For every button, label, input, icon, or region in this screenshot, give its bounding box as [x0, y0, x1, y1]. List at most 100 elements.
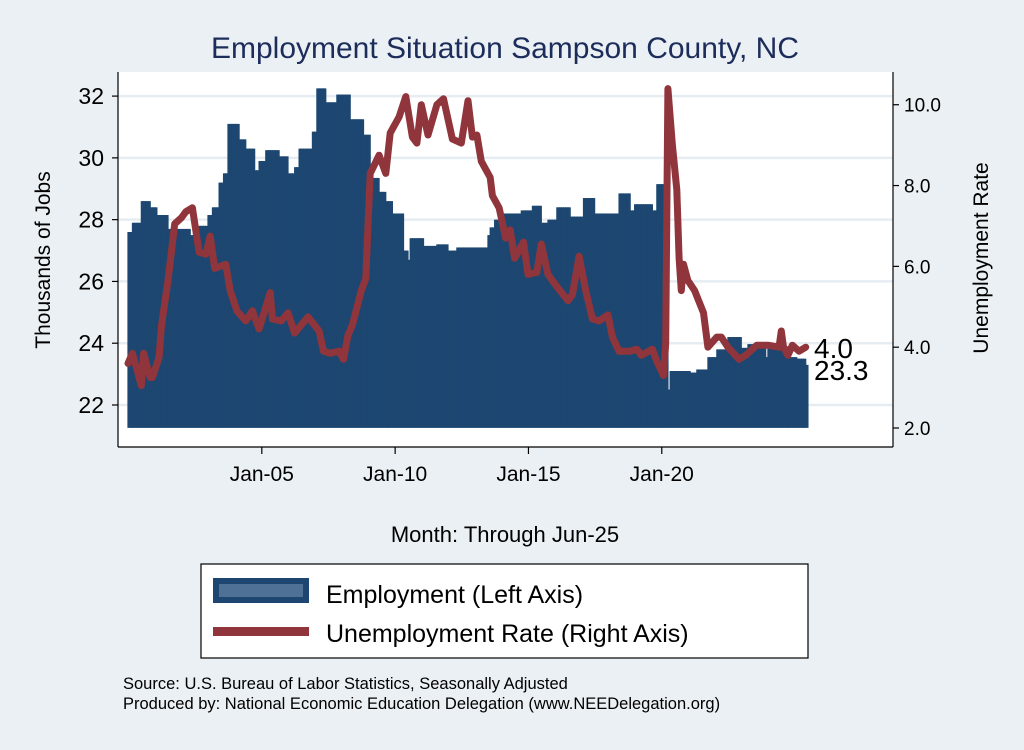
- employment-bar: [129, 232, 134, 428]
- employment-bar: [134, 222, 138, 428]
- employment-bar: [658, 184, 662, 428]
- employment-bar: [796, 358, 800, 428]
- employment-bar: [640, 204, 645, 428]
- employment-bar: [625, 193, 629, 428]
- employment-bar: [618, 193, 622, 428]
- employment-bar: [225, 173, 229, 428]
- employment-bar: [447, 250, 451, 428]
- employment-bar: [574, 216, 578, 428]
- employment-bar: [425, 245, 429, 428]
- employment-bar: [389, 201, 394, 428]
- employment-bar: [138, 222, 142, 428]
- employment-bar: [800, 358, 805, 428]
- employment-bar: [418, 238, 422, 428]
- employment-bar: [511, 213, 516, 428]
- employment-bar: [351, 119, 356, 428]
- employment-bar: [347, 94, 351, 428]
- employment-bar: [151, 207, 156, 428]
- employment-bar: [145, 201, 149, 428]
- employment-bar: [769, 346, 773, 428]
- employment-bar: [298, 148, 302, 428]
- employment-bar: [778, 346, 782, 428]
- employment-bar: [722, 349, 727, 428]
- employment-bar: [454, 250, 458, 428]
- employment-bar: [287, 173, 291, 428]
- employment-bar: [376, 177, 380, 428]
- employment-bar: [805, 364, 809, 428]
- employment-bar: [229, 123, 234, 428]
- employment-bar: [247, 148, 251, 428]
- employment-bar: [231, 123, 236, 428]
- employment-bar: [278, 156, 282, 428]
- employment-bar: [165, 215, 169, 428]
- employment-bar: [669, 371, 673, 428]
- employment-bar: [407, 259, 411, 428]
- employment-bar: [771, 346, 776, 428]
- employment-bar: [360, 119, 365, 428]
- last-unemployment-label: 4.0: [814, 333, 853, 364]
- employment-bar: [356, 119, 360, 428]
- left-tick-label: 28: [78, 207, 104, 233]
- employment-bar: [727, 337, 731, 428]
- employment-bar: [200, 225, 205, 428]
- employment-bar: [627, 193, 631, 428]
- employment-bar: [538, 205, 542, 428]
- employment-bar: [218, 182, 222, 428]
- employment-bar: [300, 148, 305, 428]
- employment-bar: [274, 150, 278, 428]
- employment-bar: [576, 216, 580, 428]
- employment-bar: [685, 371, 689, 428]
- employment-bar: [642, 204, 647, 428]
- x-tick-label: Jan-05: [230, 463, 294, 486]
- employment-bar: [449, 250, 454, 428]
- employment-bar: [654, 210, 658, 428]
- employment-bar: [696, 369, 700, 428]
- employment-bar: [342, 94, 347, 428]
- employment-bar: [189, 235, 194, 428]
- employment-bar: [411, 238, 416, 428]
- x-tick-label: Jan-15: [496, 463, 560, 486]
- employment-bar: [676, 371, 680, 428]
- employment-bar: [322, 88, 327, 428]
- employment-bar: [445, 244, 449, 428]
- employment-bar: [745, 347, 749, 428]
- employment-bar: [367, 134, 371, 428]
- employment-bar: [307, 148, 311, 428]
- employment-bar: [565, 207, 569, 428]
- employment-bar: [251, 148, 256, 428]
- employment-bar: [211, 207, 216, 428]
- employment-bar: [487, 235, 491, 428]
- employment-bar: [649, 204, 653, 428]
- employment-bar: [462, 247, 467, 428]
- source-note: Source: U.S. Bureau of Labor Statistics,…: [123, 675, 568, 693]
- employment-bar: [176, 228, 180, 428]
- employment-bar: [140, 201, 145, 428]
- employment-bar: [489, 227, 494, 428]
- employment-bar: [331, 102, 336, 428]
- employment-bar: [338, 94, 342, 428]
- employment-bar: [394, 213, 398, 428]
- employment-bar: [374, 177, 378, 428]
- employment-bar: [431, 245, 436, 428]
- employment-bar: [305, 148, 309, 428]
- employment-bar: [674, 371, 678, 428]
- x-axis-title: Month: Through Jun-25: [391, 522, 619, 547]
- employment-bar: [527, 210, 531, 428]
- employment-bar: [689, 372, 693, 428]
- employment-bar: [634, 204, 638, 428]
- employment-bar: [531, 205, 536, 428]
- employment-bar: [149, 207, 154, 428]
- employment-bar: [258, 160, 262, 428]
- employment-bar: [276, 150, 280, 428]
- employment-bar: [520, 210, 525, 428]
- right-tick-label: 8.0: [904, 177, 930, 198]
- employment-bar: [245, 148, 249, 428]
- employment-bar: [798, 358, 802, 428]
- employment-bar: [220, 182, 225, 428]
- employment-bar: [720, 349, 725, 428]
- employment-bar: [371, 177, 376, 428]
- employment-bar: [611, 213, 616, 428]
- employment-bar: [478, 247, 482, 428]
- employment-bar: [554, 219, 558, 428]
- legend-unemployment-label: Unemployment Rate (Right Axis): [326, 620, 689, 648]
